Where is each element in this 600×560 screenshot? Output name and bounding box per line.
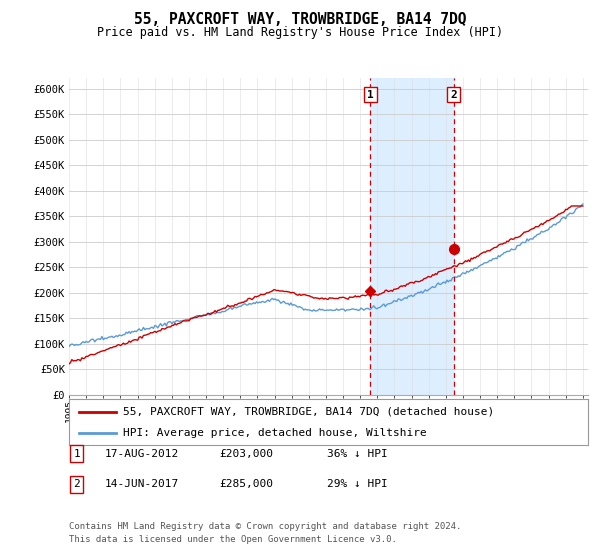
Text: 2: 2 [450, 90, 457, 100]
Text: 36% ↓ HPI: 36% ↓ HPI [327, 449, 388, 459]
Text: 14-JUN-2017: 14-JUN-2017 [105, 479, 179, 489]
Text: £203,000: £203,000 [219, 449, 273, 459]
Text: 2: 2 [73, 479, 80, 489]
Text: £285,000: £285,000 [219, 479, 273, 489]
Text: 1: 1 [367, 90, 374, 100]
Bar [370, 78, 454, 395]
Text: 1: 1 [73, 449, 80, 459]
Text: HPI: Average price, detached house, Wiltshire: HPI: Average price, detached house, Wilt… [124, 428, 427, 438]
Text: 17-AUG-2012: 17-AUG-2012 [105, 449, 179, 459]
Text: Price paid vs. HM Land Registry's House Price Index (HPI): Price paid vs. HM Land Registry's House … [97, 26, 503, 39]
Text: 29% ↓ HPI: 29% ↓ HPI [327, 479, 388, 489]
Text: 55, PAXCROFT WAY, TROWBRIDGE, BA14 7DQ: 55, PAXCROFT WAY, TROWBRIDGE, BA14 7DQ [134, 12, 466, 27]
Text: Contains HM Land Registry data © Crown copyright and database right 2024.: Contains HM Land Registry data © Crown c… [69, 522, 461, 531]
Text: This data is licensed under the Open Government Licence v3.0.: This data is licensed under the Open Gov… [69, 535, 397, 544]
Text: 55, PAXCROFT WAY, TROWBRIDGE, BA14 7DQ (detached house): 55, PAXCROFT WAY, TROWBRIDGE, BA14 7DQ (… [124, 407, 495, 417]
